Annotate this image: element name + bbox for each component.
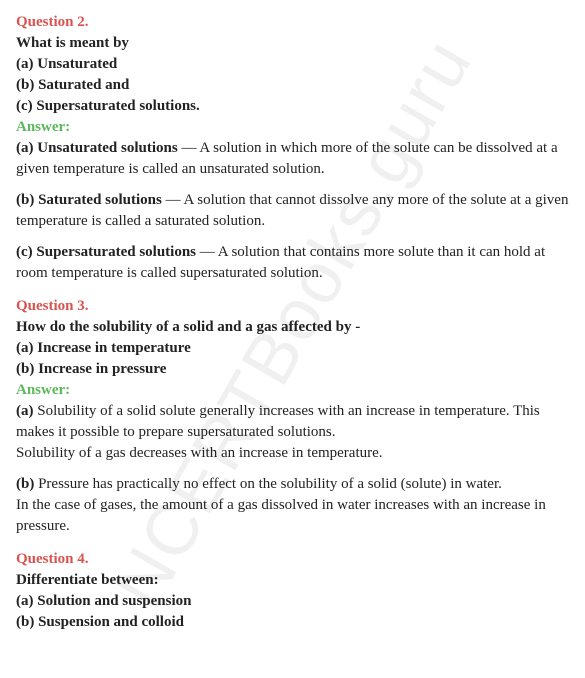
question-2-b: (b) Saturated and: [16, 75, 569, 96]
answer-2c-lead: (c) Supersaturated solutions: [16, 244, 196, 260]
answer-3b: (b) Pressure has practically no effect o…: [16, 474, 569, 495]
answer-3-label: Answer:: [16, 380, 569, 401]
question-4-b: (b) Suspension and colloid: [16, 612, 569, 633]
question-3-b: (b) Increase in pressure: [16, 359, 569, 380]
question-4-a: (a) Solution and suspension: [16, 591, 569, 612]
question-4-block: Question 4. Differentiate between: (a) S…: [16, 549, 569, 633]
answer-3b-lead: (b): [16, 476, 34, 492]
answer-2b-lead: (b) Saturated solutions: [16, 192, 162, 208]
answer-2-label: Answer:: [16, 117, 569, 138]
question-2-intro: What is meant by: [16, 33, 569, 54]
question-3-block: Question 3. How do the solubility of a s…: [16, 296, 569, 537]
question-2-a: (a) Unsaturated: [16, 54, 569, 75]
answer-3a-body: Solubility of a solid solute generally i…: [16, 403, 540, 440]
answer-3b-body: Pressure has practically no effect on th…: [34, 476, 502, 492]
answer-2b: (b) Saturated solutions — A solution tha…: [16, 190, 569, 232]
question-4-label: Question 4.: [16, 549, 569, 570]
question-3-a: (a) Increase in temperature: [16, 338, 569, 359]
question-3-label: Question 3.: [16, 296, 569, 317]
answer-2a: (a) Unsaturated solutions — A solution i…: [16, 138, 569, 180]
answer-3a-line2: Solubility of a gas decreases with an in…: [16, 443, 569, 464]
answer-3a-lead: (a): [16, 403, 34, 419]
answer-2a-lead: (a) Unsaturated solutions: [16, 140, 178, 156]
question-3-intro: How do the solubility of a solid and a g…: [16, 317, 569, 338]
answer-3b-line2: In the case of gases, the amount of a ga…: [16, 495, 569, 537]
page-content: Question 2. What is meant by (a) Unsatur…: [16, 12, 569, 633]
question-2-c: (c) Supersaturated solutions.: [16, 96, 569, 117]
answer-3a: (a) Solubility of a solid solute general…: [16, 401, 569, 443]
question-4-intro: Differentiate between:: [16, 570, 569, 591]
question-2-block: Question 2. What is meant by (a) Unsatur…: [16, 12, 569, 284]
answer-2c: (c) Supersaturated solutions — A solutio…: [16, 242, 569, 284]
question-2-label: Question 2.: [16, 12, 569, 33]
